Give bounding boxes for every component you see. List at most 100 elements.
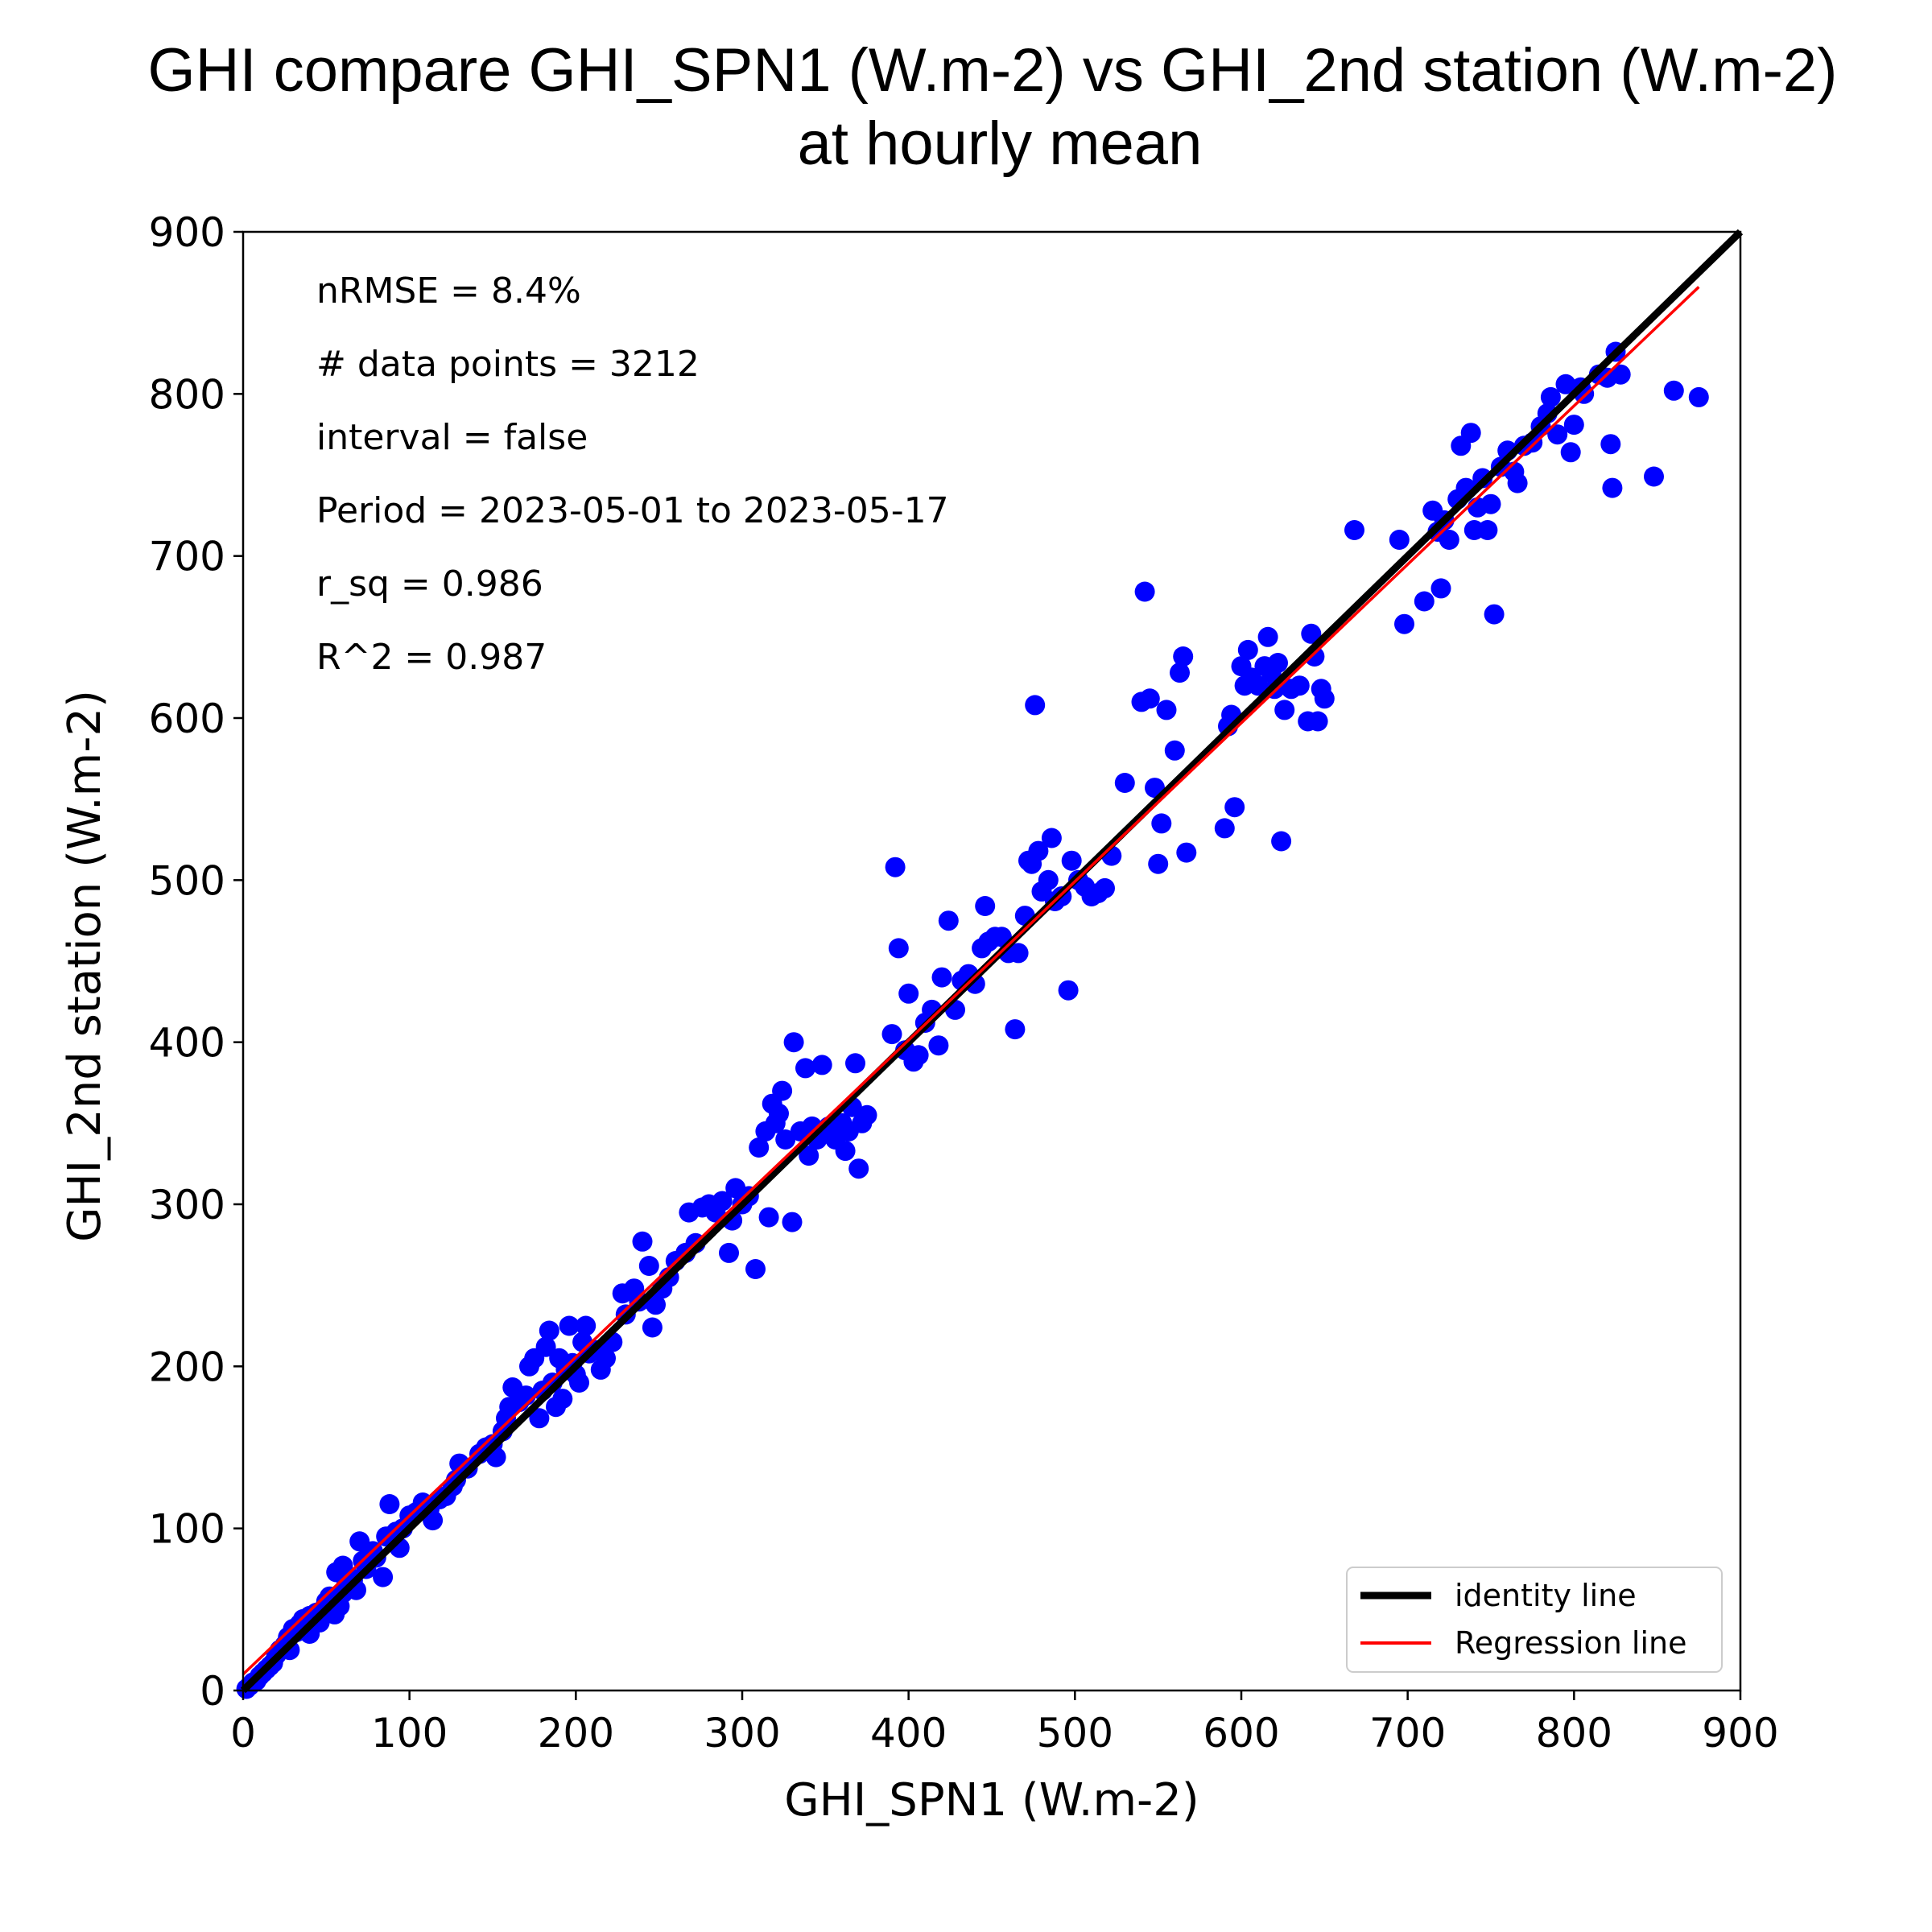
chart-title-line1: GHI compare GHI_SPN1 (W.m-2) vs GHI_2nd … bbox=[148, 36, 1838, 105]
data-point bbox=[1005, 1019, 1026, 1040]
x-tick-label: 100 bbox=[371, 1710, 448, 1757]
x-tick-label: 500 bbox=[1037, 1710, 1113, 1757]
data-point bbox=[1289, 675, 1310, 696]
data-point bbox=[1555, 374, 1576, 394]
data-point bbox=[1394, 613, 1414, 634]
data-point bbox=[775, 1129, 796, 1150]
legend-regression-label: Regression line bbox=[1455, 1625, 1687, 1661]
data-point bbox=[1430, 578, 1451, 599]
data-point bbox=[1025, 695, 1046, 716]
data-point bbox=[1058, 980, 1079, 1001]
data-point bbox=[646, 1294, 666, 1315]
data-point bbox=[1439, 530, 1459, 550]
y-tick-label: 600 bbox=[149, 696, 225, 742]
data-point bbox=[881, 1024, 902, 1045]
data-point bbox=[835, 1141, 856, 1162]
data-point bbox=[888, 938, 909, 959]
data-point bbox=[1644, 466, 1664, 487]
y-tick-label: 700 bbox=[149, 534, 225, 580]
data-point bbox=[772, 1080, 793, 1101]
data-point bbox=[1268, 653, 1288, 673]
data-point bbox=[811, 1055, 832, 1075]
data-point bbox=[1095, 877, 1115, 898]
data-point bbox=[1139, 688, 1160, 709]
data-point bbox=[898, 983, 919, 1004]
stat-r-sq: r_sq = 0.986 bbox=[316, 564, 543, 605]
data-point bbox=[1460, 423, 1481, 444]
data-point bbox=[1028, 840, 1049, 861]
data-point bbox=[1156, 700, 1177, 720]
data-point bbox=[1248, 675, 1269, 696]
y-tick-label: 100 bbox=[149, 1506, 225, 1553]
x-tick-label: 400 bbox=[870, 1710, 947, 1757]
data-point bbox=[1688, 386, 1709, 407]
data-point bbox=[1176, 842, 1197, 863]
x-tick-label: 0 bbox=[230, 1710, 256, 1757]
data-point bbox=[1540, 386, 1561, 407]
data-point bbox=[1480, 493, 1501, 514]
data-point bbox=[1560, 442, 1581, 463]
statistics-annotation: nRMSE = 8.4% # data points = 3212 interv… bbox=[316, 270, 949, 678]
data-point bbox=[928, 1035, 949, 1056]
stat-r-squared: R^2 = 0.987 bbox=[316, 637, 547, 678]
y-tick-label: 900 bbox=[149, 209, 225, 256]
legend: identity line Regression line bbox=[1346, 1567, 1723, 1673]
stat-period: Period = 2023-05-01 to 2023-05-17 bbox=[316, 490, 949, 531]
data-point bbox=[799, 1146, 819, 1166]
data-point bbox=[845, 1053, 865, 1074]
data-point bbox=[1344, 520, 1364, 540]
data-point bbox=[1271, 831, 1292, 852]
data-point bbox=[795, 1058, 815, 1079]
data-point bbox=[1484, 604, 1505, 625]
data-point bbox=[1061, 850, 1082, 871]
x-tick-label: 900 bbox=[1702, 1710, 1778, 1757]
data-point bbox=[1389, 530, 1410, 550]
y-tick-label: 400 bbox=[149, 1020, 225, 1067]
data-point bbox=[908, 1045, 929, 1066]
data-point bbox=[559, 1315, 580, 1336]
y-tick-label: 300 bbox=[149, 1182, 225, 1228]
data-point bbox=[1114, 773, 1135, 793]
data-point bbox=[569, 1373, 589, 1393]
data-point bbox=[1414, 591, 1435, 612]
data-point bbox=[1214, 818, 1235, 839]
data-point bbox=[1602, 477, 1623, 498]
data-point bbox=[975, 896, 996, 916]
data-point bbox=[535, 1336, 556, 1357]
data-point bbox=[1257, 626, 1278, 647]
y-tick-label: 200 bbox=[149, 1344, 225, 1390]
data-point bbox=[885, 857, 906, 877]
y-axis-ticks: 0 100 200 300 400 500 600 700 800 900 bbox=[149, 209, 243, 1715]
regression-line bbox=[242, 286, 1700, 1676]
plot-frame bbox=[242, 230, 1742, 1692]
data-point bbox=[1038, 869, 1059, 890]
data-point bbox=[719, 1242, 739, 1263]
data-point bbox=[1148, 853, 1169, 874]
x-tick-label: 700 bbox=[1369, 1710, 1446, 1757]
data-point bbox=[1600, 434, 1621, 455]
data-point bbox=[1507, 473, 1528, 493]
data-point bbox=[783, 1032, 804, 1053]
data-point bbox=[638, 1256, 659, 1276]
data-point bbox=[379, 1494, 400, 1514]
data-point bbox=[1274, 700, 1295, 720]
x-tick-label: 200 bbox=[538, 1710, 614, 1757]
data-point bbox=[529, 1408, 550, 1429]
data-point bbox=[642, 1317, 663, 1338]
data-point bbox=[539, 1320, 559, 1341]
legend-box bbox=[1346, 1567, 1723, 1673]
data-point bbox=[1477, 520, 1498, 540]
chart-title-line2: at hourly mean bbox=[798, 109, 1203, 178]
data-point bbox=[373, 1567, 394, 1587]
data-point bbox=[1301, 623, 1322, 644]
x-axis-label: GHI_SPN1 (W.m-2) bbox=[784, 1774, 1199, 1827]
data-point bbox=[1041, 828, 1062, 848]
data-point bbox=[596, 1348, 616, 1368]
data-point bbox=[1173, 646, 1194, 667]
data-point bbox=[857, 1104, 877, 1125]
data-point bbox=[1307, 711, 1328, 732]
data-point bbox=[848, 1158, 869, 1179]
data-point bbox=[1170, 663, 1190, 683]
data-point bbox=[632, 1231, 653, 1252]
